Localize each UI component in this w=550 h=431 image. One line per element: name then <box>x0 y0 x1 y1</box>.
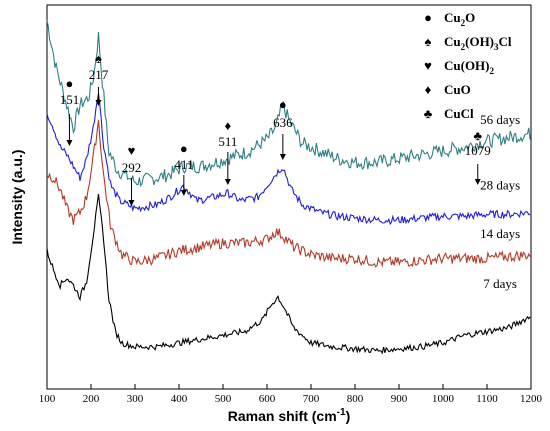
peak-arrow-head <box>180 190 187 196</box>
peak-symbol: ♣ <box>473 128 482 143</box>
series-line-0 <box>46 20 531 188</box>
peak-arrow-head <box>279 154 286 160</box>
legend-symbol: ♦ <box>425 82 432 97</box>
legend-symbol: ♠ <box>425 34 432 49</box>
peak-symbol: ♥ <box>128 143 136 158</box>
x-axis-title-main: Raman shift (cm <box>228 408 337 424</box>
plot-frame <box>46 4 532 390</box>
x-axis-tick-labels: 100 200 300 400 500 600 700 800 900 1000 1100 1200 <box>39 393 543 405</box>
peak-symbol: ● <box>66 76 74 91</box>
peak-symbol: ♠ <box>95 51 102 66</box>
legend-label-part: 2 <box>461 18 466 28</box>
legend-label-part: 2 <box>490 66 495 76</box>
x-tick-label: 1200 <box>520 393 543 405</box>
series-label: 14 days <box>480 226 520 241</box>
legend-label-part: Cu <box>444 34 461 49</box>
x-tick-label: 300 <box>127 393 144 405</box>
peak-annotations: ●151♠217♥292●411♦511●636♣1079 <box>60 51 491 206</box>
legend-label-part: Cu(OH) <box>444 58 490 73</box>
legend-label-part: Cl <box>499 34 512 49</box>
legend-label: Cu2(OH)3Cl <box>444 34 512 52</box>
plot-area <box>46 4 532 390</box>
legend-label: Cu(OH)2 <box>444 58 495 76</box>
x-axis-title: Raman shift (cm-1) <box>228 407 351 424</box>
x-axis-ticks <box>46 384 532 389</box>
series-line-3 <box>46 193 531 355</box>
legend-label-part: O <box>465 10 475 25</box>
legend-label-part: CuO <box>444 82 471 97</box>
x-axis-title-sup: -1 <box>337 407 346 418</box>
series-label: 56 days <box>480 112 520 127</box>
legend-symbol: ♣ <box>424 106 433 121</box>
peak-symbol: ● <box>279 97 287 112</box>
x-axis-title-end: ) <box>346 408 351 424</box>
peak-arrow-head <box>95 100 102 106</box>
peak-arrow-head <box>224 179 231 185</box>
legend-symbol: ● <box>424 10 432 25</box>
peak-label: 511 <box>218 134 237 149</box>
y-axis-title: Intensity (a.u.) <box>9 150 25 245</box>
legend-label: Cu2O <box>444 10 475 28</box>
legend-label-part: 3 <box>494 42 499 52</box>
x-tick-label: 1000 <box>432 393 455 405</box>
legend-label-part: (OH) <box>465 34 494 49</box>
x-tick-label: 800 <box>347 393 364 405</box>
peak-label: 151 <box>60 92 80 107</box>
series-line-1 <box>46 93 531 226</box>
peak-symbol: ♦ <box>225 118 232 133</box>
legend: ● Cu2O♠ Cu2(OH)3Cl♥ Cu(OH)2♦ CuO♣ CuCl <box>424 10 512 121</box>
series-label: 7 days <box>483 276 517 291</box>
peak-arrow-head <box>474 179 481 185</box>
series-labels: 56 days 28 days 14 days 7 days <box>480 112 520 291</box>
legend-symbol: ♥ <box>424 58 432 73</box>
x-tick-label: 500 <box>215 393 232 405</box>
x-tick-label: 200 <box>83 393 100 405</box>
peak-arrow-head <box>128 200 135 206</box>
x-tick-label: 400 <box>171 393 188 405</box>
peak-label: 292 <box>122 160 142 175</box>
x-tick-label: 600 <box>259 393 276 405</box>
x-tick-label: 100 <box>39 393 56 405</box>
x-tick-label: 900 <box>391 393 408 405</box>
series-line-2 <box>46 119 531 268</box>
peak-symbol: ● <box>180 141 188 156</box>
x-tick-label: 1100 <box>476 393 498 405</box>
peak-label: 217 <box>89 67 109 82</box>
legend-label: CuCl <box>444 106 474 121</box>
spectra-series <box>46 20 531 355</box>
peak-arrow-head <box>66 140 73 146</box>
peak-label: 1079 <box>465 143 491 158</box>
series-label: 28 days <box>480 177 520 192</box>
x-tick-label: 700 <box>303 393 320 405</box>
peak-label: 636 <box>273 115 293 130</box>
legend-label: CuO <box>444 82 471 97</box>
legend-label-part: 2 <box>461 42 466 52</box>
legend-label-part: CuCl <box>444 106 474 121</box>
peak-label: 411 <box>174 157 193 172</box>
legend-label-part: Cu <box>444 10 461 25</box>
